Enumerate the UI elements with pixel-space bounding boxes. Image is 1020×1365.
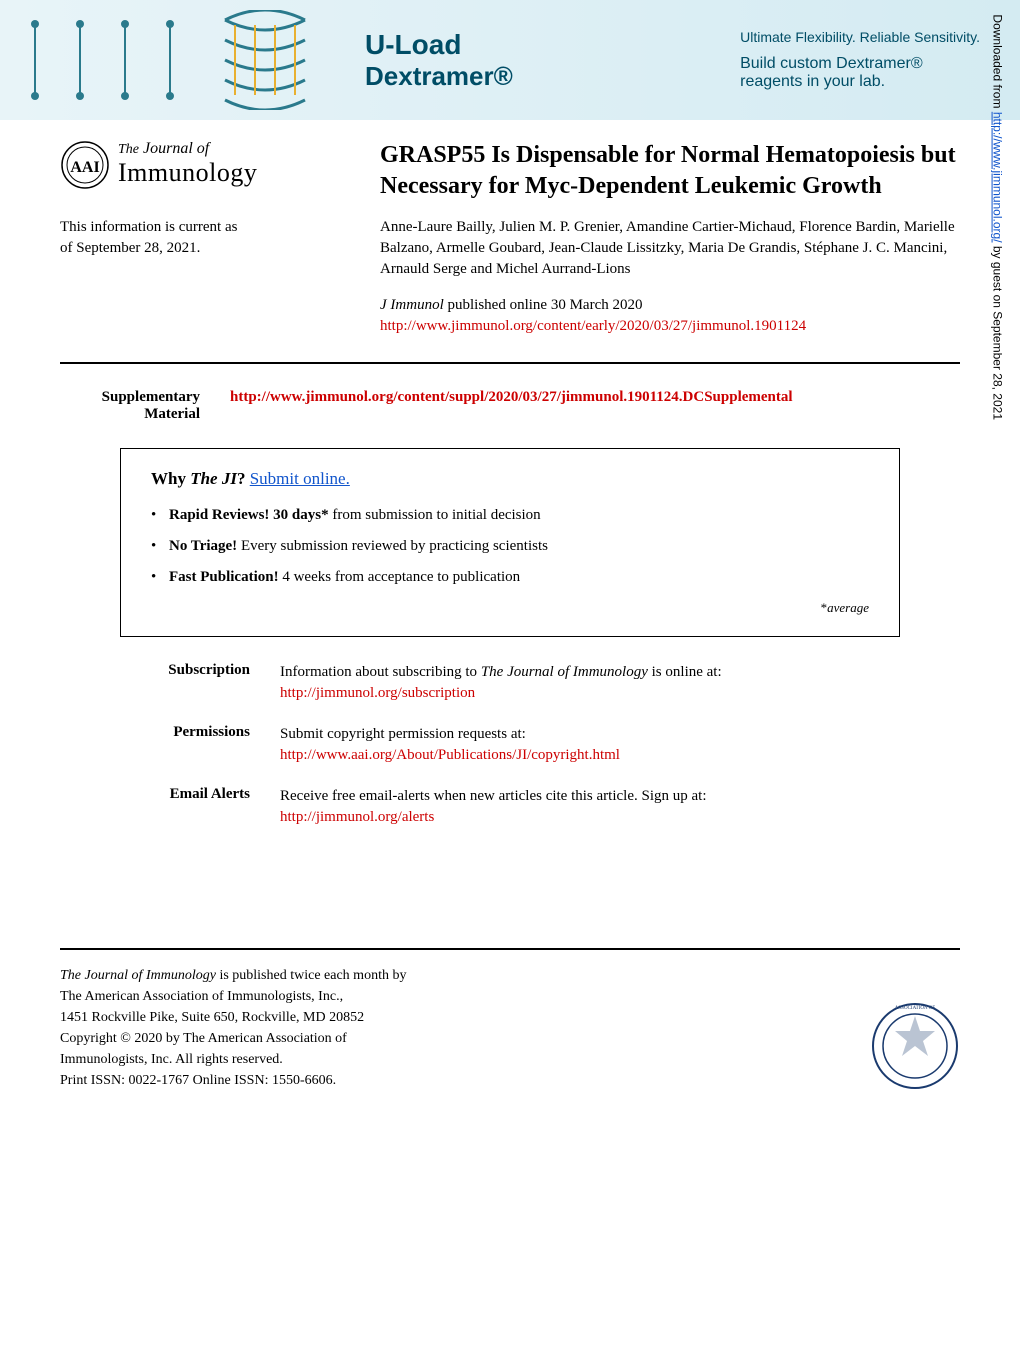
ad-brand: U-Load Dextramer® bbox=[365, 29, 513, 92]
supplementary-link[interactable]: http://www.jimmunol.org/content/suppl/20… bbox=[230, 389, 793, 423]
jimmunol-link[interactable]: http://www.jimmunol.org/ bbox=[991, 112, 1005, 243]
subscription-link[interactable]: http://jimmunol.org/subscription bbox=[280, 685, 475, 701]
ad-cta-line2: reagents in your lab. bbox=[740, 73, 980, 91]
ad-tagline: Ultimate Flexibility. Reliable Sensitivi… bbox=[740, 29, 980, 45]
currency-note: This information is current as of Septem… bbox=[60, 217, 340, 337]
ad-banner[interactable]: U-Load Dextramer® Ultimate Flexibility. … bbox=[0, 0, 1020, 120]
journal-of: Journal of bbox=[143, 140, 209, 157]
svg-text:ASSOCIATION OF: ASSOCIATION OF bbox=[895, 1006, 936, 1011]
list-item: No Triage! Every submission reviewed by … bbox=[151, 538, 869, 555]
why-avg-note: *average bbox=[151, 600, 869, 616]
email-alerts-row: Email Alerts Receive free email-alerts w… bbox=[120, 786, 900, 828]
currency-line2: of September 28, 2021. bbox=[60, 240, 200, 256]
journal-name: Immunology bbox=[118, 158, 257, 188]
pub-journal: J Immunol bbox=[380, 297, 444, 313]
list-item: Rapid Reviews! 30 days* from submission … bbox=[151, 507, 869, 524]
email-alerts-label: Email Alerts bbox=[120, 786, 250, 828]
footer-divider bbox=[60, 948, 960, 950]
main-content: AAI The Journal of Immunology GRASP55 Is… bbox=[0, 120, 1020, 868]
why-ji-title: Why The JI? Submit online. bbox=[151, 469, 869, 489]
links-section: Subscription Information about subscribi… bbox=[120, 662, 900, 828]
journal-the: The bbox=[118, 142, 139, 157]
ad-brand-line1: U-Load bbox=[365, 29, 513, 61]
divider bbox=[60, 362, 960, 364]
currency-line1: This information is current as bbox=[60, 219, 237, 235]
subscription-row: Subscription Information about subscribi… bbox=[120, 662, 900, 704]
pub-text: published online 30 March 2020 bbox=[444, 297, 643, 313]
subscription-label: Subscription bbox=[120, 662, 250, 704]
why-ji-box: Why The JI? Submit online. Rapid Reviews… bbox=[120, 448, 900, 637]
subscription-ital: The Journal of Immunology bbox=[481, 664, 648, 680]
supplementary-row: SupplementaryMaterial http://www.jimmuno… bbox=[60, 389, 960, 423]
email-alerts-text: Receive free email-alerts when new artic… bbox=[280, 788, 707, 804]
article-url-link[interactable]: http://www.jimmunol.org/content/early/20… bbox=[380, 318, 806, 334]
footer-text: The Journal of Immunology is published t… bbox=[60, 965, 406, 1091]
permissions-text: Submit copyright permission requests at: bbox=[280, 726, 526, 742]
download-source-note: Downloaded from http://www.jimmunol.org/… bbox=[991, 14, 1005, 420]
permissions-link[interactable]: http://www.aai.org/About/Publications/JI… bbox=[280, 747, 620, 763]
aai-badge-icon: AAI bbox=[60, 140, 110, 190]
authors-list: Anne-Laure Bailly, Julien M. P. Grenier,… bbox=[380, 217, 960, 280]
dna-helix-icon bbox=[205, 10, 325, 110]
subscription-text: Information about subscribing to bbox=[280, 664, 481, 680]
permissions-label: Permissions bbox=[120, 724, 250, 766]
ad-text: Ultimate Flexibility. Reliable Sensitivi… bbox=[740, 29, 1000, 91]
email-alerts-link[interactable]: http://jimmunol.org/alerts bbox=[280, 809, 434, 825]
supplementary-label: SupplementaryMaterial bbox=[60, 389, 200, 423]
journal-logo[interactable]: AAI The Journal of Immunology bbox=[60, 140, 340, 202]
footer: The Journal of Immunology is published t… bbox=[0, 965, 1020, 1111]
ad-cta-line1: Build custom Dextramer® bbox=[740, 55, 980, 73]
aai-footer-logo-icon: ASSOCIATION OF bbox=[870, 1001, 960, 1091]
list-item: Fast Publication! 4 weeks from acceptanc… bbox=[151, 569, 869, 586]
ad-brand-line2: Dextramer® bbox=[365, 61, 513, 92]
publication-info: J Immunol published online 30 March 2020… bbox=[380, 295, 960, 337]
why-ji-list: Rapid Reviews! 30 days* from submission … bbox=[151, 507, 869, 586]
article-title: GRASP55 Is Dispensable for Normal Hemato… bbox=[380, 140, 960, 202]
permissions-row: Permissions Submit copyright permission … bbox=[120, 724, 900, 766]
journal-logo-text: The Journal of Immunology bbox=[118, 140, 257, 188]
ad-molecules-art bbox=[20, 15, 185, 105]
submit-online-link[interactable]: Submit online. bbox=[250, 469, 350, 488]
svg-text:AAI: AAI bbox=[70, 159, 99, 176]
